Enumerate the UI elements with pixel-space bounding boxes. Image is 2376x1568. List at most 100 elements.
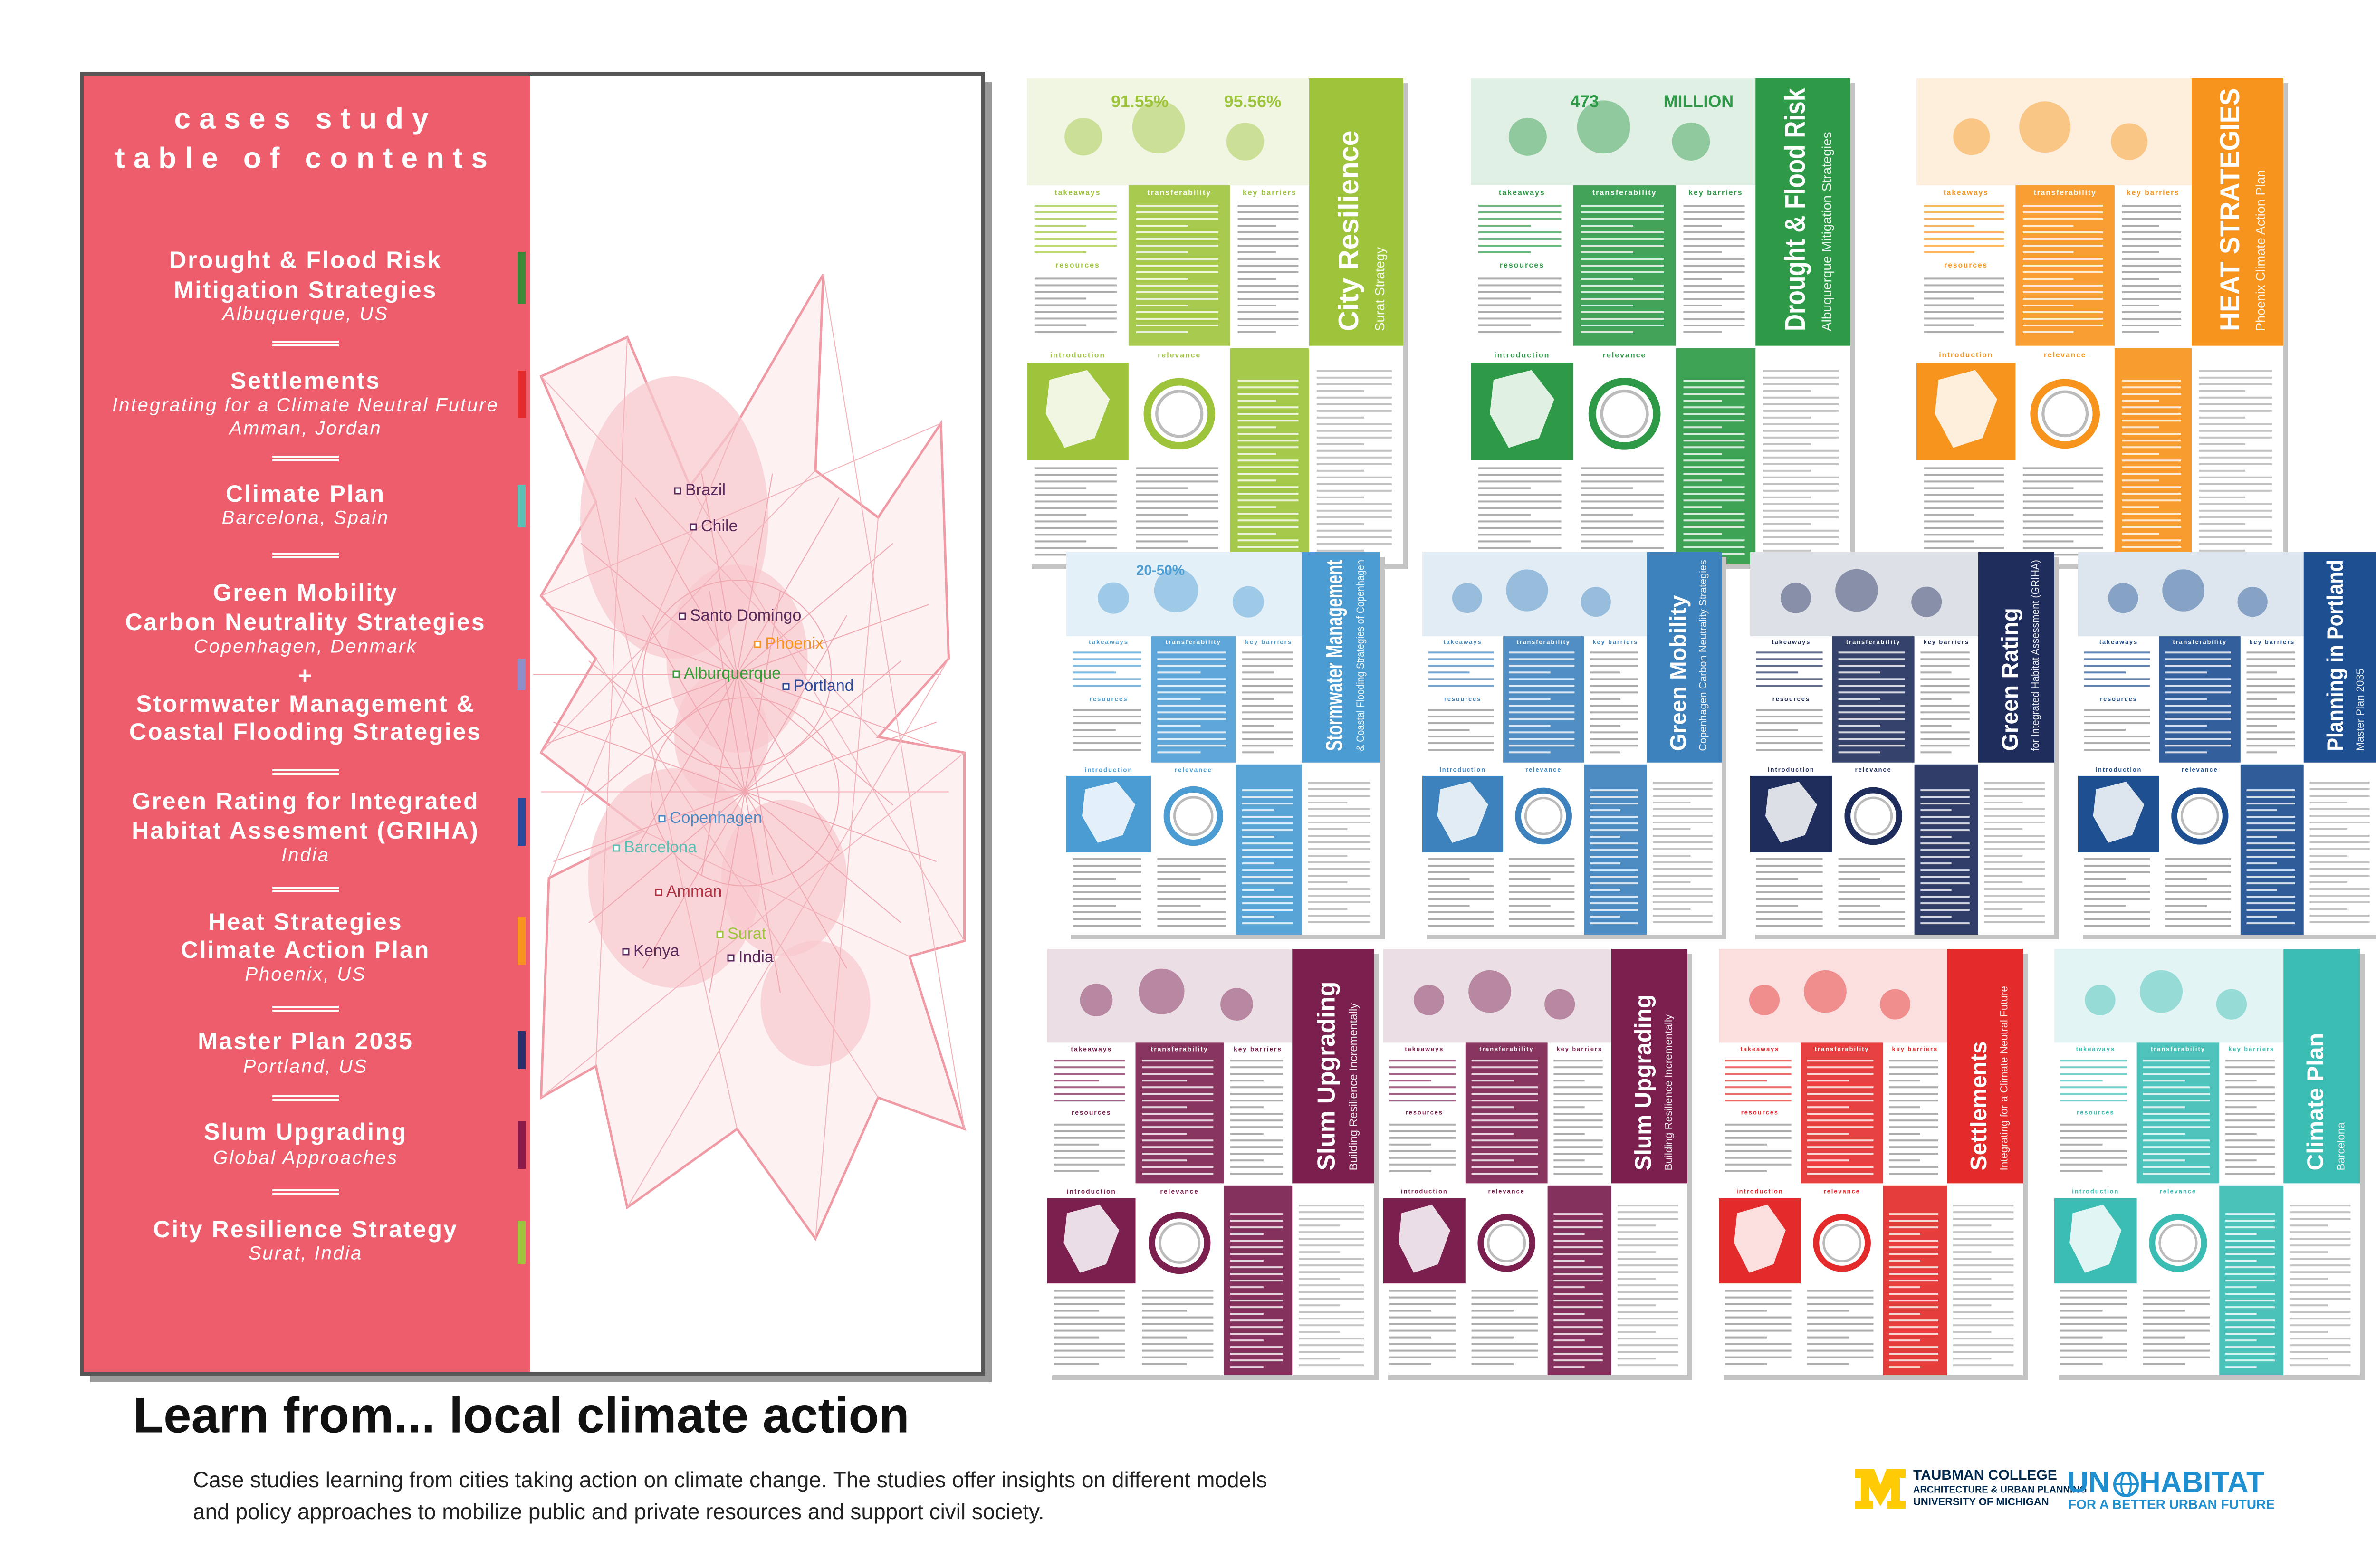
case-study-page: takeaways transferability key barriersintr… — [1047, 949, 1379, 1380]
text-placeholder — [1316, 403, 1392, 405]
text-placeholder — [1553, 1306, 1603, 1309]
section-label: introduction — [1439, 766, 1485, 773]
text-placeholder — [1590, 849, 1638, 851]
text-placeholder — [1653, 795, 1713, 797]
text-placeholder — [1478, 331, 1562, 333]
text-placeholder — [1242, 796, 1293, 798]
map-grid-line — [642, 831, 910, 957]
text-placeholder — [1920, 685, 1970, 687]
text-placeholder — [1807, 1093, 1874, 1095]
text-placeholder — [1807, 1329, 1874, 1332]
text-placeholder — [1136, 258, 1218, 260]
text-placeholder — [1237, 224, 1276, 227]
text-placeholder — [1838, 871, 1905, 873]
text-placeholder — [2290, 1271, 2351, 1273]
map-grid-line — [737, 543, 894, 675]
text-placeholder — [1756, 651, 1823, 654]
text-placeholder — [1920, 789, 1970, 792]
text-placeholder — [1763, 489, 1839, 492]
text-placeholder — [1984, 868, 2045, 870]
text-placeholder — [1230, 1213, 1283, 1215]
text-placeholder — [1428, 878, 1470, 880]
text-placeholder — [1953, 1238, 2014, 1240]
text-placeholder — [1237, 526, 1299, 528]
introduction-map — [1935, 370, 1997, 448]
text-placeholder — [2225, 1293, 2275, 1295]
text-placeholder — [1807, 1363, 1849, 1365]
text-placeholder — [2122, 324, 2181, 326]
text-placeholder — [1581, 540, 1633, 543]
text-placeholder — [2199, 509, 2272, 512]
text-placeholder — [1807, 1153, 1874, 1155]
text-placeholder — [1889, 1133, 1920, 1135]
section-label: introduction — [1494, 351, 1550, 359]
text-placeholder — [1428, 716, 1494, 718]
map-grid-line — [744, 591, 781, 792]
text-placeholder — [2246, 882, 2295, 885]
section-label: resources — [1072, 1109, 1111, 1116]
text-placeholder — [2225, 1093, 2275, 1095]
relevance-gauge-inner — [2041, 390, 2089, 438]
text-placeholder — [1237, 386, 1299, 389]
michigan-logo-text: TAUBMAN COLLEGE — [1913, 1467, 2057, 1483]
infographic-shape — [2108, 583, 2138, 613]
text-placeholder — [1054, 1163, 1125, 1166]
section-label: resources — [2077, 1109, 2114, 1116]
text-placeholder — [1807, 1343, 1874, 1345]
section-label: relevance — [2160, 1188, 2196, 1195]
text-placeholder — [2060, 1290, 2127, 1292]
text-placeholder — [1316, 463, 1392, 465]
text-placeholder — [1034, 487, 1087, 489]
text-placeholder — [1237, 453, 1276, 455]
city-label: Alburquerque — [684, 664, 781, 682]
toc-entry-title: Coastal Flooding Strategies — [129, 718, 482, 745]
text-placeholder — [1553, 1326, 1603, 1329]
text-placeholder — [1807, 1060, 1874, 1062]
text-placeholder — [2290, 1351, 2351, 1353]
section-label: key barriers — [2228, 1045, 2274, 1052]
text-placeholder — [1054, 1336, 1099, 1339]
text-placeholder — [1298, 1298, 1364, 1300]
infographic-stat: 95.56% — [1224, 92, 1282, 111]
text-placeholder — [1920, 876, 1970, 878]
text-placeholder — [1242, 842, 1293, 845]
text-placeholder — [2122, 546, 2181, 548]
text-placeholder — [1478, 251, 1531, 253]
text-placeholder — [2143, 1060, 2210, 1062]
text-placeholder — [1590, 789, 1638, 792]
text-placeholder — [1725, 1150, 1792, 1152]
text-placeholder — [2199, 383, 2272, 385]
text-placeholder — [1034, 218, 1117, 220]
text-placeholder — [1953, 1351, 2014, 1353]
text-placeholder — [1838, 738, 1905, 740]
relevance-gauge-inner — [1524, 797, 1563, 835]
map-grid-line — [540, 752, 965, 1098]
text-placeholder — [2060, 1329, 2127, 1332]
text-placeholder — [1298, 1218, 1364, 1220]
text-placeholder — [1136, 527, 1218, 529]
slide-heading: Learn from... local climate action — [133, 1388, 910, 1444]
text-placeholder — [1756, 671, 1799, 674]
text-placeholder — [1807, 1139, 1874, 1142]
text-placeholder — [1683, 218, 1745, 220]
text-placeholder — [1298, 1364, 1364, 1367]
map-grid-line — [709, 792, 746, 993]
text-placeholder — [1237, 317, 1299, 320]
text-placeholder — [2225, 1353, 2275, 1355]
text-placeholder — [1838, 885, 1905, 887]
case-title: Slum Upgrading — [1312, 982, 1340, 1171]
text-placeholder — [1509, 658, 1575, 660]
text-placeholder — [1838, 691, 1905, 694]
text-placeholder — [2122, 380, 2181, 382]
text-placeholder — [1683, 258, 1745, 260]
infographic-shape — [1577, 100, 1630, 154]
text-placeholder — [2225, 1366, 2257, 1368]
text-placeholder — [1725, 1296, 1792, 1299]
infographic-shape — [1911, 586, 1942, 617]
text-placeholder — [1889, 1346, 1938, 1348]
text-placeholder — [2022, 534, 2103, 536]
text-placeholder — [1242, 711, 1293, 714]
text-placeholder — [1054, 1356, 1125, 1358]
text-placeholder — [2022, 224, 2074, 227]
text-placeholder — [1471, 1349, 1538, 1352]
